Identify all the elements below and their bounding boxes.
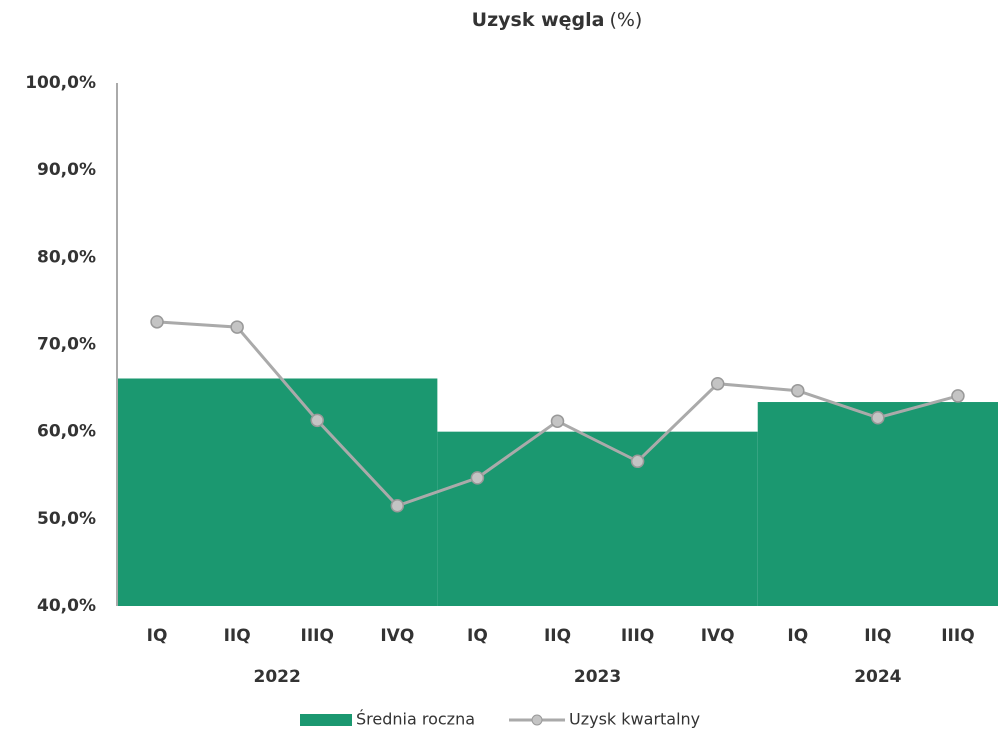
- point: [791, 383, 805, 398]
- x-tick-label: IQ: [467, 626, 488, 646]
- x-tick-label: IIQ: [864, 626, 891, 646]
- chart-title-group: Uzysk węgla (%): [472, 9, 643, 31]
- x-tick-label: IVQ: [380, 626, 414, 646]
- x-group-label: 2024: [854, 667, 901, 687]
- y-tick-label: 40,0%: [37, 596, 96, 616]
- legend-marker: [531, 714, 543, 726]
- x-tick-label: IIQ: [544, 626, 571, 646]
- y-tick-label: 100,0%: [25, 73, 96, 93]
- point: [390, 499, 405, 513]
- point: [310, 413, 324, 428]
- x-tick-label: IQ: [787, 626, 808, 646]
- y-tick-label: 50,0%: [37, 509, 96, 529]
- y-tick-label: 80,0%: [37, 247, 96, 267]
- point: [230, 320, 244, 334]
- point: [951, 389, 965, 403]
- chart-subtitle: (%): [609, 9, 642, 31]
- bar: [117, 378, 438, 606]
- legend-label: Średnia roczna: [356, 710, 475, 729]
- point: [630, 454, 645, 469]
- bar: [437, 431, 758, 606]
- x-tick-label: IIIQ: [301, 626, 334, 646]
- x-group-label: 2022: [254, 667, 301, 687]
- point: [710, 376, 725, 391]
- x-tick-label: IVQ: [701, 626, 735, 646]
- x-tick-label: IIIQ: [941, 626, 974, 646]
- y-tick-label: 60,0%: [37, 422, 96, 442]
- point: [550, 414, 565, 428]
- legend-swatch: [300, 714, 352, 726]
- point: [871, 410, 885, 425]
- bar: [757, 402, 998, 606]
- x-group-label: 2023: [574, 667, 621, 687]
- x-tick-label: IQ: [147, 626, 168, 646]
- legend-label: Uzysk kwartalny: [569, 710, 700, 729]
- x-tick-label: IIQ: [224, 626, 251, 646]
- point: [470, 471, 485, 485]
- y-tick-label: 90,0%: [37, 160, 96, 180]
- point: [150, 315, 164, 329]
- x-tick-label: IIIQ: [621, 626, 654, 646]
- chart-title: Uzysk węgla: [472, 9, 605, 31]
- y-tick-label: 70,0%: [37, 335, 96, 355]
